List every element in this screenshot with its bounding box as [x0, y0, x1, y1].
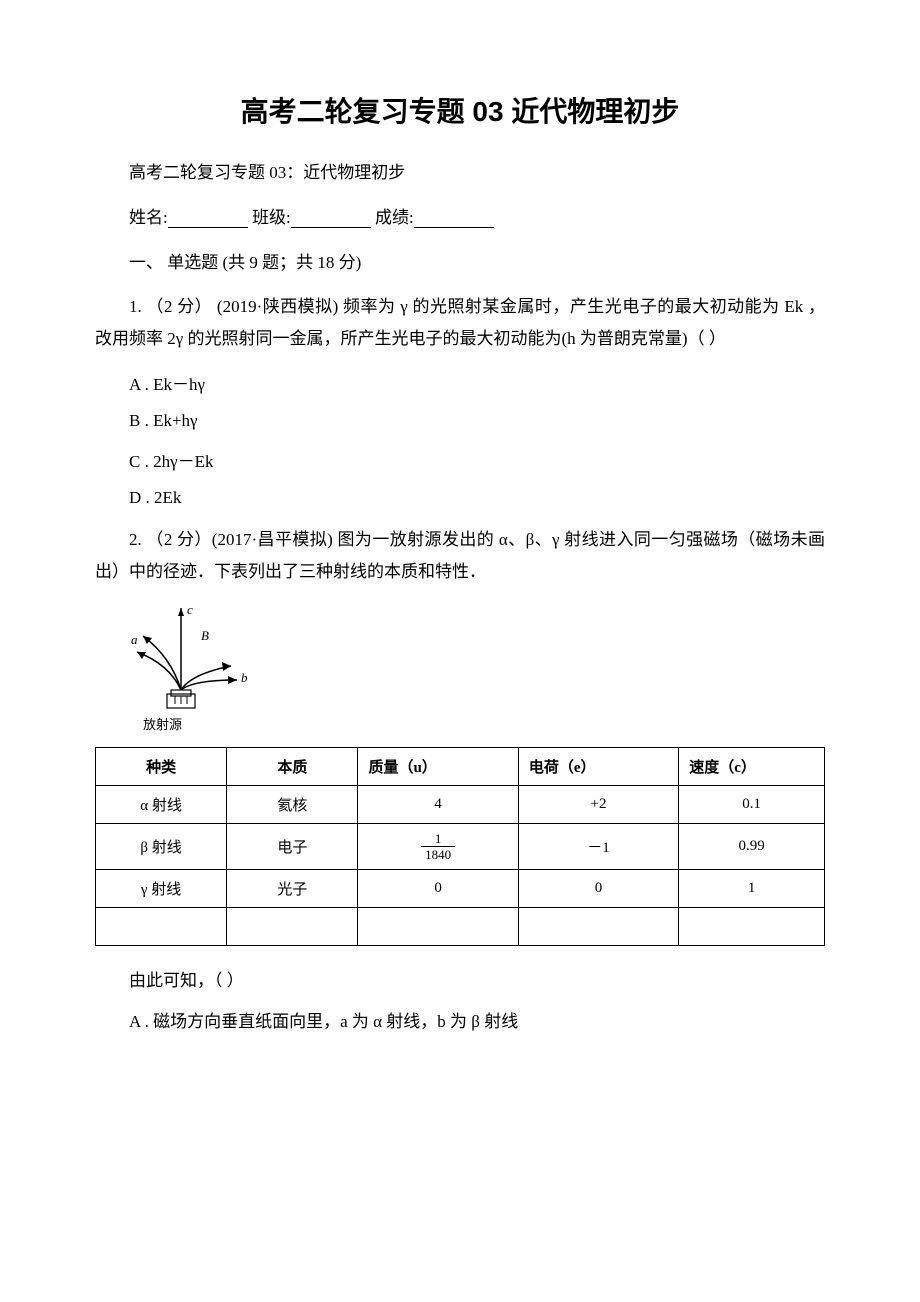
table-header-row: 种类 本质 质量（u） 电荷（e） 速度（c）: [96, 748, 825, 786]
cell-empty: [518, 908, 678, 946]
table-row-empty: [96, 908, 825, 946]
cell-empty: [227, 908, 358, 946]
radiation-figure: a c B b 放射源: [127, 602, 825, 733]
question-1-option-d: D . 2Ek: [95, 488, 825, 508]
table-row: β 射线 电子 1 1840 －1 0.99: [96, 824, 825, 870]
question-2-text: 2. （2 分）(2017·昌平模拟) 图为一放射源发出的 α、β、γ 射线进入…: [95, 524, 825, 589]
class-blank[interactable]: [291, 210, 371, 228]
cell-nature: 氦核: [227, 786, 358, 824]
col-speed: 速度（c）: [679, 748, 825, 786]
name-blank[interactable]: [168, 210, 248, 228]
col-mass: 质量（u）: [358, 748, 518, 786]
frac-num: 1: [421, 832, 455, 847]
fig-label-a: a: [131, 632, 138, 647]
name-label: 姓名:: [129, 208, 168, 227]
col-charge: 电荷（e）: [518, 748, 678, 786]
col-nature: 本质: [227, 748, 358, 786]
class-label: 班级:: [252, 208, 291, 227]
table-row: α 射线 氦核 4 +2 0.1: [96, 786, 825, 824]
cell-nature: 光子: [227, 870, 358, 908]
cell-charge: +2: [518, 786, 678, 824]
score-label: 成绩:: [375, 208, 414, 227]
score-blank[interactable]: [414, 210, 494, 228]
question-1-option-b: B . Ek+hγ: [95, 411, 825, 431]
col-kind: 种类: [96, 748, 227, 786]
figure-caption: 放射源: [143, 714, 825, 733]
question-2-result: 由此可知，（ ）: [95, 966, 825, 991]
fig-label-b: b: [241, 670, 248, 685]
cell-empty: [96, 908, 227, 946]
cell-speed: 0.1: [679, 786, 825, 824]
question-1-option-c: C . 2hγ－Ek: [95, 447, 825, 472]
subtitle: 高考二轮复习专题 03：近代物理初步: [95, 158, 825, 183]
fraction: 1 1840: [421, 832, 455, 861]
cell-nature: 电子: [227, 824, 358, 870]
fig-label-B: B: [201, 628, 209, 643]
cell-speed: 1: [679, 870, 825, 908]
fig-label-c: c: [187, 602, 193, 617]
cell-mass: 4: [358, 786, 518, 824]
question-1-option-a: A . Ek－hγ: [95, 370, 825, 395]
cell-mass: 0: [358, 870, 518, 908]
question-1-text: 1. （2 分） (2019·陕西模拟) 频率为 γ 的光照射某金属时，产生光电…: [95, 291, 825, 356]
cell-speed: 0.99: [679, 824, 825, 870]
cell-empty: [358, 908, 518, 946]
cell-kind: α 射线: [96, 786, 227, 824]
form-line: 姓名: 班级: 成绩:: [95, 203, 825, 228]
cell-kind: β 射线: [96, 824, 227, 870]
question-2-option-a: A . 磁场方向垂直纸面向里，a 为 α 射线，b 为 β 射线: [95, 1007, 825, 1032]
radiation-table: 种类 本质 质量（u） 电荷（e） 速度（c） α 射线 氦核 4 +2 0.1…: [95, 747, 825, 946]
cell-charge: 0: [518, 870, 678, 908]
cell-empty: [679, 908, 825, 946]
section-title: 一、 单选题 (共 9 题；共 18 分): [95, 248, 825, 273]
cell-mass: 1 1840: [358, 824, 518, 870]
cell-kind: γ 射线: [96, 870, 227, 908]
frac-den: 1840: [421, 847, 455, 861]
cell-charge: －1: [518, 824, 678, 870]
page-title: 高考二轮复习专题 03 近代物理初步: [95, 90, 825, 130]
table-row: γ 射线 光子 0 0 1: [96, 870, 825, 908]
